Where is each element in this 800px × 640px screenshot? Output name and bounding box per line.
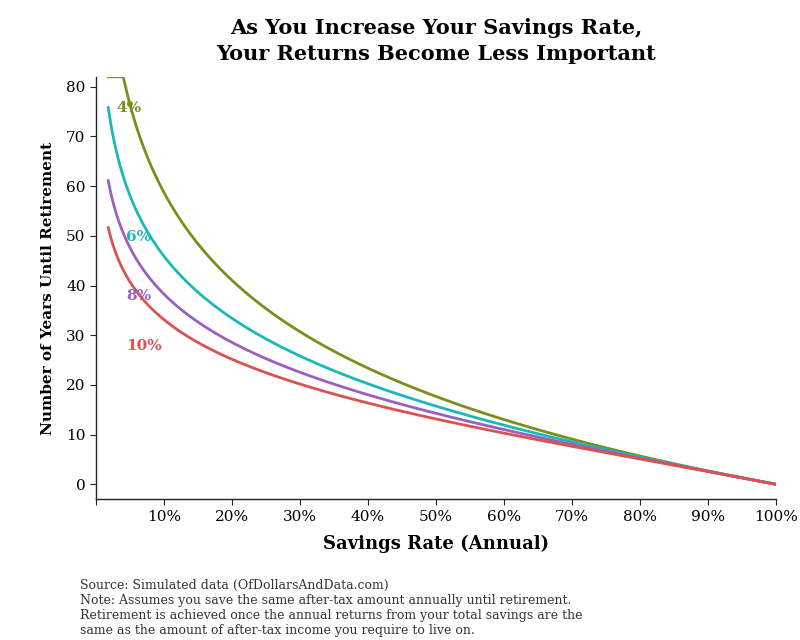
Y-axis label: Number of Years Until Retirement: Number of Years Until Retirement xyxy=(41,141,55,435)
Text: 8%: 8% xyxy=(126,289,151,303)
Text: 4%: 4% xyxy=(117,100,142,115)
Title: As You Increase Your Savings Rate,
Your Returns Become Less Important: As You Increase Your Savings Rate, Your … xyxy=(216,18,656,64)
Text: Source: Simulated data (OfDollarsAndData.com)
Note: Assumes you save the same af: Source: Simulated data (OfDollarsAndData… xyxy=(80,579,582,637)
X-axis label: Savings Rate (Annual): Savings Rate (Annual) xyxy=(323,535,549,553)
Text: 6%: 6% xyxy=(126,230,151,244)
Text: 10%: 10% xyxy=(126,339,162,353)
